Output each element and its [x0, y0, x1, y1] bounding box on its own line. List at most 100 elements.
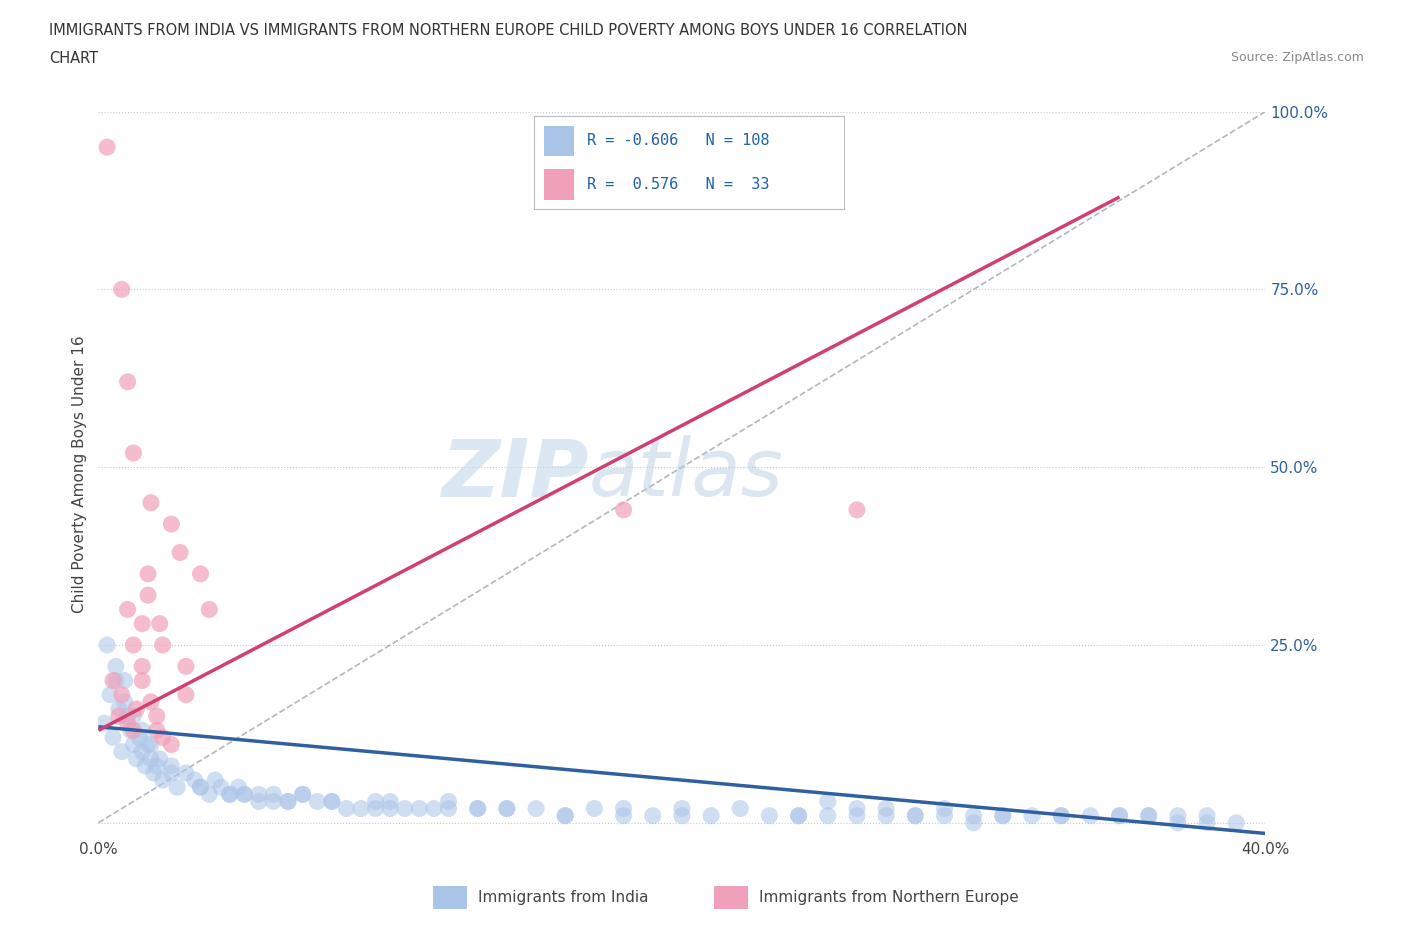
Point — [641, 808, 664, 823]
Point — [1080, 808, 1102, 823]
Point — [136, 566, 159, 581]
Point — [131, 723, 153, 737]
Point — [160, 517, 183, 532]
Point — [364, 801, 387, 816]
Point — [612, 801, 634, 816]
Point — [190, 566, 212, 581]
Point — [160, 737, 183, 752]
Point — [117, 716, 139, 731]
Point — [758, 808, 780, 823]
Point — [139, 737, 162, 752]
Point — [152, 730, 174, 745]
Point — [1050, 808, 1073, 823]
Point — [190, 779, 212, 794]
Point — [122, 723, 145, 737]
Point — [128, 730, 150, 745]
Text: IMMIGRANTS FROM INDIA VS IMMIGRANTS FROM NORTHERN EUROPE CHILD POVERTY AMONG BOY: IMMIGRANTS FROM INDIA VS IMMIGRANTS FROM… — [49, 23, 967, 38]
Point — [700, 808, 723, 823]
Point — [125, 701, 148, 716]
Point — [291, 787, 314, 802]
Point — [142, 765, 165, 780]
Point — [380, 801, 402, 816]
Point — [394, 801, 416, 816]
Point — [139, 496, 162, 511]
Point — [104, 658, 127, 673]
Point — [307, 794, 329, 809]
Point — [817, 794, 839, 809]
Point — [174, 765, 197, 780]
Point — [198, 787, 221, 802]
Point — [174, 658, 197, 673]
Point — [321, 794, 343, 809]
Point — [218, 787, 240, 802]
Point — [96, 638, 118, 653]
Point — [1050, 808, 1073, 823]
Point — [1137, 808, 1160, 823]
Point — [934, 801, 956, 816]
Point — [117, 375, 139, 390]
Point — [467, 801, 489, 816]
Text: R =  0.576   N =  33: R = 0.576 N = 33 — [586, 177, 769, 193]
Point — [291, 787, 314, 802]
Point — [233, 787, 256, 802]
Point — [183, 773, 205, 788]
Bar — [433, 885, 467, 910]
Point — [152, 638, 174, 653]
Point — [131, 673, 153, 688]
Point — [131, 617, 153, 631]
Point — [730, 801, 752, 816]
Point — [846, 808, 869, 823]
Point — [787, 808, 810, 823]
Point — [111, 282, 134, 297]
Point — [190, 779, 212, 794]
Point — [152, 773, 174, 788]
Point — [247, 794, 270, 809]
Point — [612, 502, 634, 517]
Point — [117, 709, 139, 724]
Point — [98, 687, 121, 702]
Point — [1021, 808, 1043, 823]
Point — [423, 801, 446, 816]
Point — [408, 801, 430, 816]
Point — [174, 687, 197, 702]
Point — [671, 808, 693, 823]
Point — [131, 744, 153, 759]
Point — [846, 801, 869, 816]
Point — [111, 744, 134, 759]
Point — [131, 658, 153, 673]
Point — [218, 787, 240, 802]
Point — [1108, 808, 1130, 823]
Point — [671, 801, 693, 816]
Point — [817, 808, 839, 823]
Point — [904, 808, 927, 823]
Point — [554, 808, 576, 823]
Point — [114, 695, 136, 710]
Point — [904, 808, 927, 823]
Point — [169, 545, 191, 560]
Point — [962, 808, 984, 823]
Text: CHART: CHART — [49, 51, 98, 66]
Bar — [544, 169, 575, 200]
Point — [120, 723, 142, 737]
Point — [437, 794, 460, 809]
Point — [612, 808, 634, 823]
Point — [350, 801, 373, 816]
Point — [524, 801, 547, 816]
Point — [136, 588, 159, 603]
Text: R = -0.606   N = 108: R = -0.606 N = 108 — [586, 133, 769, 149]
Point — [247, 787, 270, 802]
Point — [149, 751, 172, 766]
Point — [496, 801, 519, 816]
Point — [554, 808, 576, 823]
Text: Immigrants from India: Immigrants from India — [478, 890, 648, 905]
Point — [262, 794, 284, 809]
Point — [787, 808, 810, 823]
Point — [209, 779, 232, 794]
Point — [122, 445, 145, 460]
Point — [149, 617, 172, 631]
Point — [160, 765, 183, 780]
Point — [875, 801, 897, 816]
Text: Immigrants from Northern Europe: Immigrants from Northern Europe — [759, 890, 1019, 905]
Point — [934, 808, 956, 823]
Point — [437, 801, 460, 816]
